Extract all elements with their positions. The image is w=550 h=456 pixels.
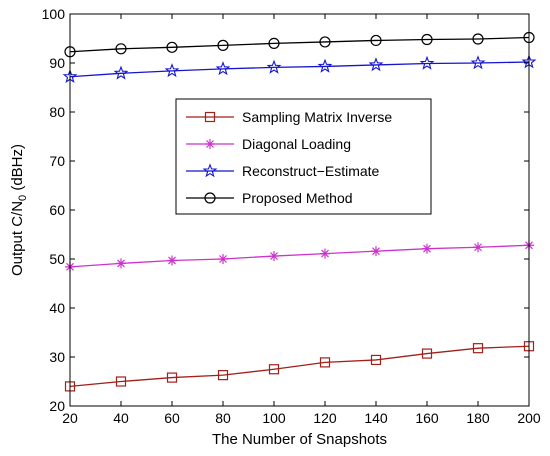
legend-label: Sampling Matrix Inverse [242,109,392,125]
data-point [370,34,382,47]
data-point [317,58,333,73]
data-point [320,248,330,259]
legend-item: Sampling Matrix Inverse [186,109,392,125]
y-tick-label: 90 [49,55,65,71]
data-point [266,59,282,74]
series-3 [62,54,537,84]
y-tick-label: 50 [49,251,65,267]
series-line [69,244,530,268]
x-axis-label: The Number of Snapshots [212,431,387,448]
y-axis-label: Output C/N0 (dBHz) [9,144,29,276]
data-point [113,65,129,80]
y-tick-label: 20 [49,398,65,414]
data-point [166,41,178,53]
legend-item: Reconstruct−Estimate [186,163,380,179]
series-layer [62,31,537,392]
data-point [472,33,484,45]
axes-layer: 20 40 60 80 100 120 140 160 180 200 20 30 40 50 60 70 80… [42,6,541,426]
legend-label: Reconstruct−Estimate [242,163,380,179]
legend-item: Diagonal Loading [186,136,351,152]
y-tick-label: 40 [49,300,65,316]
data-point [205,139,215,149]
data-point [115,43,127,55]
series-line [69,61,530,78]
data-point [421,33,433,46]
data-point [164,63,180,78]
data-point [218,254,228,264]
data-point [217,39,229,51]
x-tick-label: 160 [415,410,439,426]
data-point [115,376,127,387]
data-point [473,242,483,253]
data-point [167,255,177,266]
data-point [371,246,381,257]
x-tick-label: 200 [517,410,541,426]
y-tick-label: 60 [49,202,65,218]
y-tick-label: 80 [49,104,65,120]
y-tick-label: 70 [49,153,65,169]
data-point [472,343,484,354]
data-point [215,61,231,76]
x-tick-label: 60 [164,410,180,426]
x-tick-label: 40 [113,410,129,426]
data-point [269,251,279,262]
x-tick-label: 120 [313,410,337,426]
x-tick-label: 140 [364,410,388,426]
legend-label: Proposed Method [242,190,353,206]
legend-item: Proposed Method [186,190,353,206]
y-tick-label: 30 [49,349,65,365]
x-tick-label: 180 [466,410,490,426]
series-line [69,36,530,53]
data-point [204,192,216,204]
data-point [166,372,178,383]
legend-label: Diagonal Loading [242,136,351,152]
data-point [422,243,432,254]
data-point [319,357,331,368]
data-point [268,364,280,375]
data-point [370,354,382,366]
data-point [419,55,435,70]
x-tick-label: 80 [215,410,231,426]
data-point [421,348,433,359]
data-point [217,370,229,381]
legend: Sampling Matrix Inverse Diagonal Loading R… [175,98,432,215]
data-point [268,37,280,50]
data-point [319,36,331,48]
data-point [116,258,126,269]
data-point [204,111,216,123]
legend-box [175,98,432,215]
data-point [368,57,384,72]
x-tick-label: 20 [62,410,78,426]
data-point [202,163,218,178]
y-tick-label: 100 [42,6,66,22]
series-line [69,345,530,388]
data-point [470,55,486,70]
x-tick-label: 100 [262,410,286,426]
